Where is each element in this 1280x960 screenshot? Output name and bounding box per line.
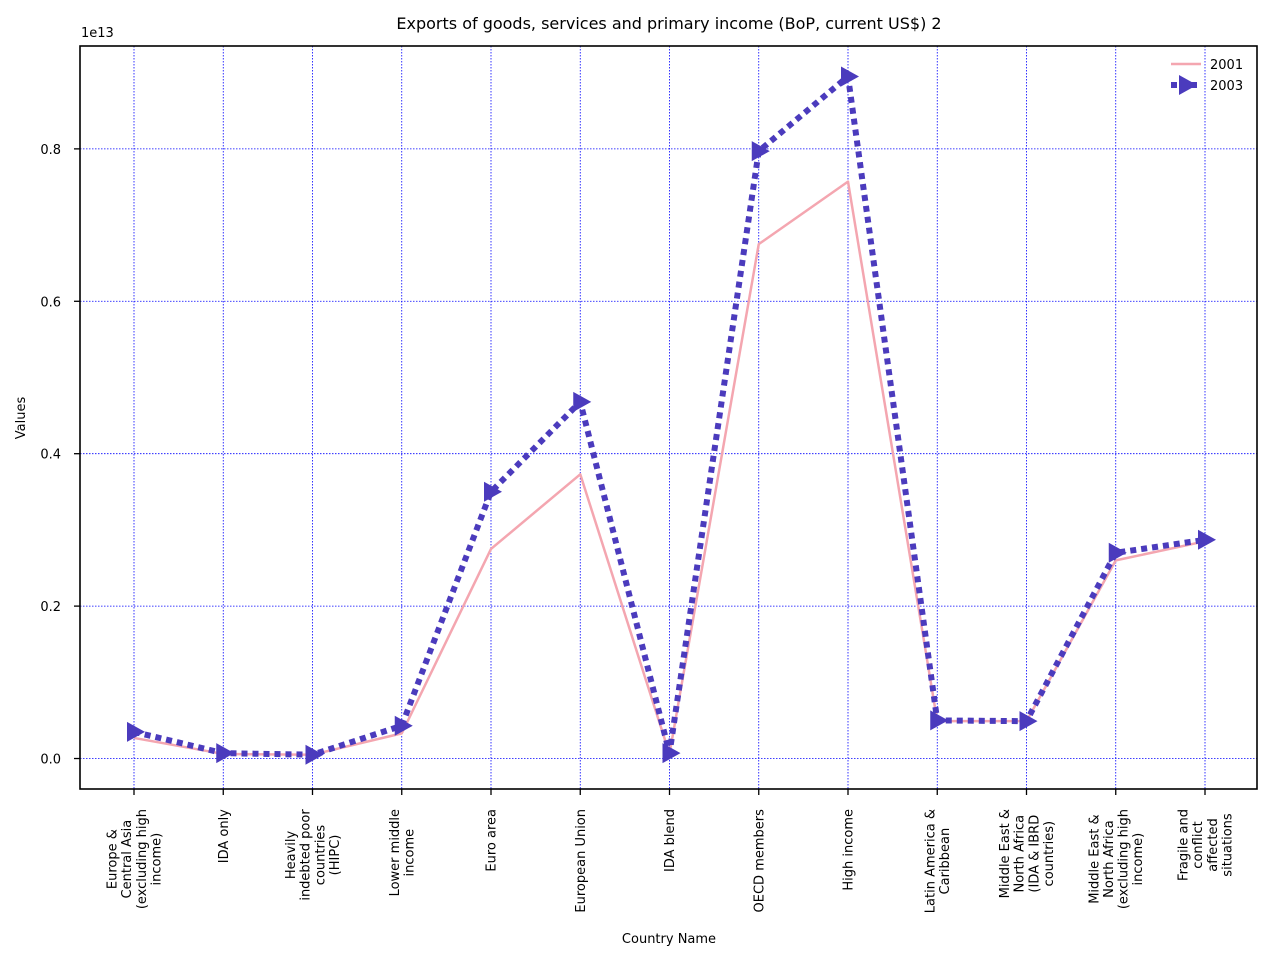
- y-axis: 0.0 0.2 0.4 0.6 0.8: [40, 143, 80, 768]
- y-tick-label: 0.0: [40, 753, 61, 768]
- series-2003-point: [662, 743, 681, 764]
- axes-frame: [79, 45, 1258, 790]
- x-tick-label: Euro area: [485, 809, 500, 872]
- legend-label-2003: 2003: [1210, 79, 1243, 94]
- y-offset-text: 1e13: [81, 26, 114, 41]
- x-axis: Europe &Central Asia(excluding highincom…: [106, 789, 1236, 913]
- series-2003-point: [216, 743, 235, 764]
- x-tick-label: IDA blend: [663, 809, 678, 872]
- series-2003-point: [1108, 542, 1127, 563]
- y-tick-label: 0.8: [40, 143, 61, 158]
- series-2003-point: [841, 66, 859, 87]
- series-2003-point: [484, 481, 502, 502]
- series-2003-point: [1019, 711, 1038, 732]
- y-tick-label: 0.2: [40, 600, 61, 615]
- series-2003-point: [1198, 529, 1216, 550]
- series-2003-point: [127, 721, 145, 742]
- legend: 2001 2003: [1171, 58, 1243, 95]
- series-line-2001: [133, 180, 1206, 756]
- series-2003-point: [394, 715, 413, 736]
- chart-title: Exports of goods, services and primary i…: [396, 14, 941, 33]
- legend-marker-2003: [1179, 75, 1197, 95]
- x-tick-label: Latin America &Caribbean: [923, 809, 953, 913]
- series-2003-point: [305, 744, 324, 765]
- x-tick-label: Middle East &North Africa(IDA & IBRDcoun…: [998, 809, 1057, 898]
- x-tick-label: Europe &Central Asia(excluding highincom…: [106, 809, 165, 909]
- series-2003-point: [751, 141, 770, 162]
- x-tick-label: European Union: [574, 809, 589, 913]
- x-tick-label: OECD members: [752, 809, 767, 913]
- y-axis-label: Values: [14, 397, 29, 440]
- x-tick-label: Middle East &North Africa(excluding high…: [1087, 809, 1146, 909]
- x-tick-label: Heavilyindebted poorcountries(HIPC): [284, 809, 343, 901]
- series-2003-point: [573, 391, 592, 412]
- plot-area: [127, 66, 1216, 765]
- x-tick-label: Fragile andconflictaffectedsituations: [1177, 809, 1236, 881]
- y-tick-label: 0.4: [40, 448, 61, 463]
- x-tick-label: High income: [842, 809, 857, 891]
- series-2003-point: [930, 710, 949, 731]
- grid: [80, 46, 1257, 789]
- x-axis-label: Country Name: [622, 932, 716, 947]
- x-tick-label: IDA only: [217, 809, 232, 863]
- x-tick-label: Lower middleincome: [388, 809, 418, 896]
- legend-label-2001: 2001: [1210, 58, 1243, 73]
- y-tick-label: 0.6: [40, 295, 61, 310]
